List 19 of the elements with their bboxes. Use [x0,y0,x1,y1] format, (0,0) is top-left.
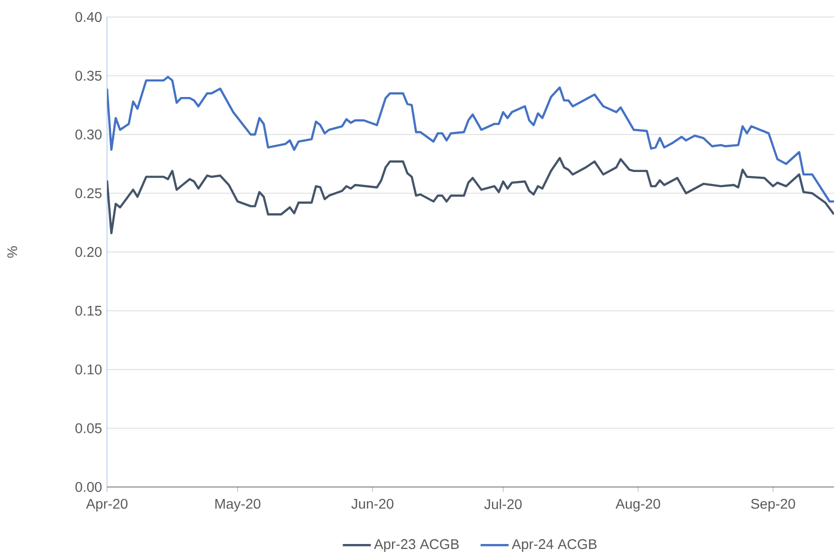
line-series [107,76,834,203]
x-tick-label: Jul-20 [484,498,522,510]
y-tick-label: 0.00 [75,482,102,492]
y-tick-label: 0.30 [75,130,102,140]
x-tick-label: Jun-20 [351,498,394,509]
x-tick-label: May-20 [215,498,260,512]
legend-label: Apr-24 ACGB [512,539,597,552]
y-tick-label: 0.20 [75,247,102,257]
x-tick-label: Apr-20 [86,498,128,512]
y-tick-label: 0.35 [75,70,102,81]
y-tick-label: 0.25 [75,188,102,198]
y-tick-label: 0.10 [75,364,102,374]
x-tick-label: Aug-20 [616,498,660,512]
y-tick-label: 0.05 [75,423,102,434]
x-tick-label: Sep-20 [751,498,796,512]
y-axis-title: % [7,246,18,258]
y-tick-label: 0.15 [75,306,102,316]
y-tick-label: 0.40 [75,12,102,22]
legend-label: Apr-23 ACGB [374,539,459,552]
